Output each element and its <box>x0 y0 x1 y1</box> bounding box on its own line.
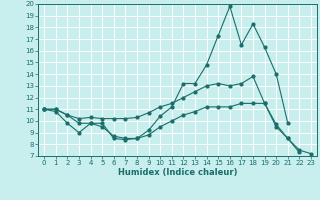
X-axis label: Humidex (Indice chaleur): Humidex (Indice chaleur) <box>118 168 237 177</box>
